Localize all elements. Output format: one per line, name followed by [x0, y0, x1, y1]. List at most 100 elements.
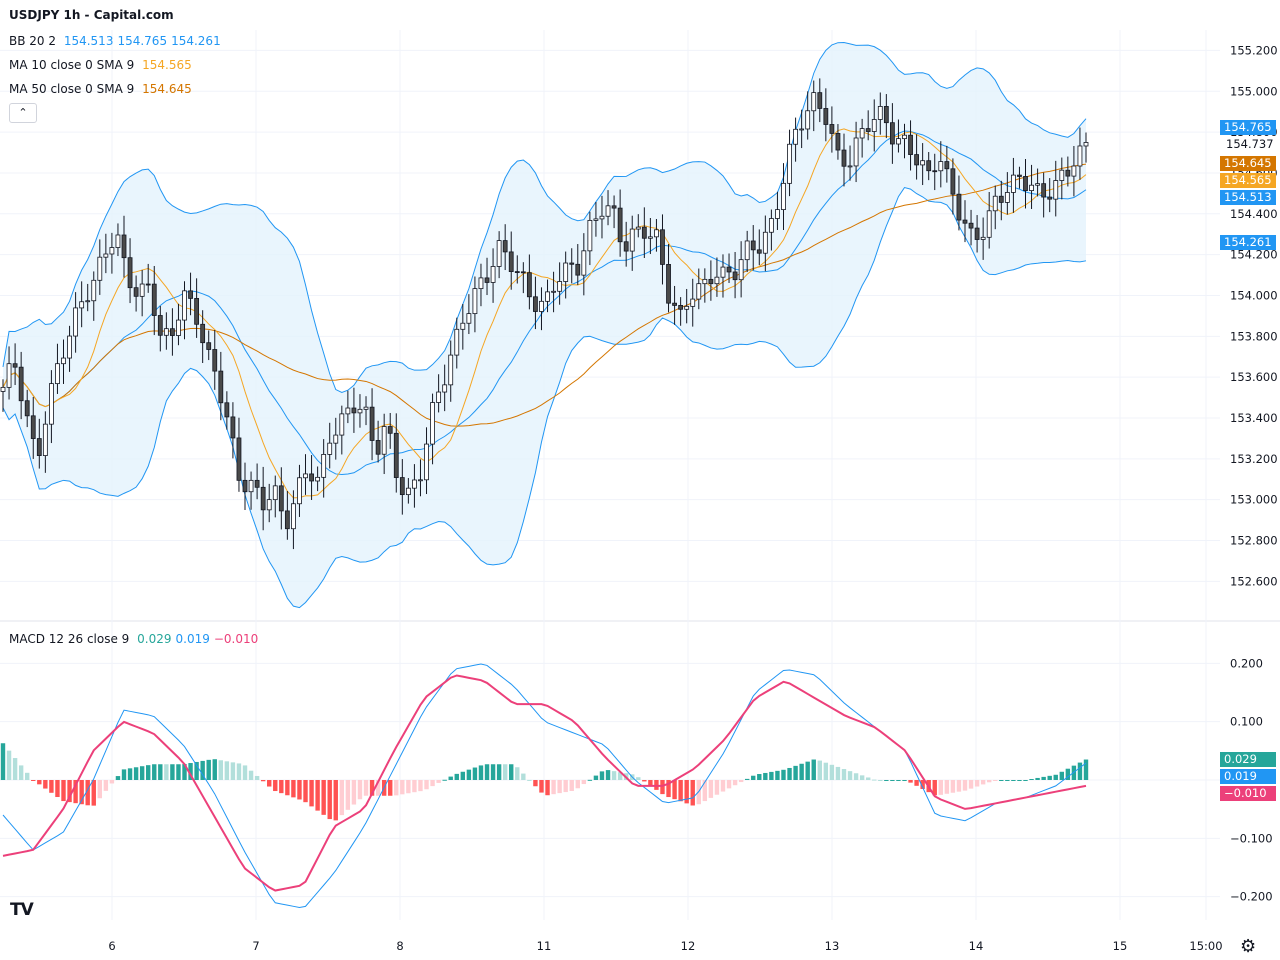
candle-body	[581, 250, 587, 276]
macd-histogram-bar	[291, 780, 296, 798]
price-tick-label: 152.600	[1230, 574, 1278, 588]
macd-histogram-bar	[726, 780, 732, 789]
time-tick-label: 6	[108, 939, 115, 953]
macd-histogram-bar	[581, 780, 587, 785]
tradingview-logo[interactable]: TV	[10, 900, 34, 920]
candle-body	[1047, 196, 1053, 200]
macd-histogram-bar	[684, 780, 689, 804]
macd-histogram-bar	[775, 770, 780, 780]
candle-body	[176, 319, 181, 336]
candle-body	[980, 236, 986, 240]
candle-body	[133, 287, 139, 297]
candle-body	[272, 485, 278, 501]
candle-body	[932, 170, 938, 173]
macd-histogram-bar	[454, 773, 459, 780]
macd-histogram-bar	[545, 780, 550, 796]
candle-body	[1029, 184, 1034, 191]
candle-body	[623, 241, 629, 252]
legend-ma10[interactable]: MA 10 close 0 SMA 9 154.565	[9, 57, 196, 73]
macd-histogram-bar	[944, 780, 950, 794]
candle-body	[260, 486, 266, 511]
candle-body	[660, 229, 665, 265]
candle-body	[563, 262, 569, 282]
candle-body	[73, 307, 79, 337]
macd-histogram-bar	[254, 775, 260, 780]
candle-body	[1083, 142, 1089, 147]
symbol-title[interactable]: USDJPY 1h - Capital.com	[9, 8, 174, 22]
macd-histogram-bar	[18, 765, 24, 780]
macd-histogram-bar	[442, 779, 447, 781]
macd-histogram-bar	[920, 780, 925, 789]
macd-histogram-bar	[1011, 780, 1016, 781]
legend-bb-label: BB 20 2	[9, 34, 56, 48]
candle-body	[182, 290, 187, 321]
macd-tick-label: 0.200	[1230, 656, 1263, 670]
macd-histogram-bar	[563, 780, 568, 793]
legend-bb[interactable]: BB 20 2 154.513 154.765 154.261	[9, 33, 225, 49]
legend-signal-value: 0.019	[175, 632, 210, 646]
candle-body	[847, 165, 853, 168]
macd-histogram-bar	[1023, 780, 1028, 781]
macd-histogram-bar	[890, 780, 895, 781]
macd-histogram-bar	[363, 780, 369, 796]
candle-body	[750, 240, 756, 251]
macd-histogram-bar	[460, 771, 466, 780]
candle-body	[575, 263, 581, 276]
macd-histogram-bar	[793, 765, 798, 780]
candle-body	[139, 283, 145, 297]
macd-histogram-bar	[914, 780, 919, 786]
candle-body	[18, 366, 24, 402]
candle-body	[188, 290, 193, 299]
macd-histogram-bar	[878, 780, 883, 781]
candle-body	[163, 328, 169, 336]
candle-body	[460, 322, 466, 330]
macd-histogram-bar	[109, 780, 115, 784]
legend-ma50[interactable]: MA 50 close 0 SMA 9 154.645	[9, 81, 196, 97]
candle-body	[865, 128, 871, 132]
time-tick-label: 15	[1113, 939, 1128, 953]
candle-body	[593, 218, 599, 221]
collapse-legend-button[interactable]: ⌃	[9, 103, 37, 123]
candle-body	[611, 205, 617, 209]
candle-body	[291, 503, 296, 530]
macd-histogram-bar	[1053, 774, 1058, 780]
macd-histogram-bar	[49, 780, 54, 793]
time-tick-label: 14	[969, 939, 984, 953]
candle-body	[36, 438, 42, 456]
candle-body	[762, 231, 768, 254]
candle-body	[170, 328, 175, 336]
macd-histogram-bar	[938, 780, 943, 795]
candle-body	[502, 240, 508, 253]
candle-body	[635, 226, 641, 230]
candle-body	[490, 266, 496, 283]
candle-body	[883, 106, 889, 124]
candle-body	[254, 479, 260, 488]
macd-histogram-bar	[260, 780, 266, 782]
macd-histogram-bar	[297, 780, 302, 800]
price-tag-ma10: 154.565	[1220, 173, 1276, 188]
macd-histogram-bar	[412, 780, 417, 793]
candle-body	[744, 240, 750, 261]
candle-body	[545, 291, 550, 302]
candle-body	[24, 400, 30, 417]
macd-histogram-bar	[1017, 780, 1022, 781]
price-tag-bb-mid: 154.513	[1220, 190, 1276, 205]
candle-body	[206, 342, 212, 350]
macd-histogram-bar	[968, 780, 974, 789]
macd-histogram-bar	[236, 763, 242, 780]
candle-body	[1071, 165, 1077, 177]
macd-histogram-bar	[757, 774, 762, 780]
gear-icon[interactable]: ⚙	[1240, 936, 1257, 957]
macd-histogram-bar	[267, 780, 272, 787]
candle-body	[617, 207, 623, 243]
macd-histogram-bar	[418, 780, 423, 792]
time-tick-label: 13	[825, 939, 840, 953]
candle-body	[387, 426, 393, 434]
candle-body	[629, 228, 635, 252]
bb-upper-line	[2, 42, 1087, 393]
macd-histogram-bar	[279, 780, 284, 794]
candle-body	[666, 264, 671, 304]
candle-body	[496, 240, 502, 267]
legend-macd[interactable]: MACD 12 26 close 9 0.029 0.019 −0.010	[9, 631, 262, 647]
